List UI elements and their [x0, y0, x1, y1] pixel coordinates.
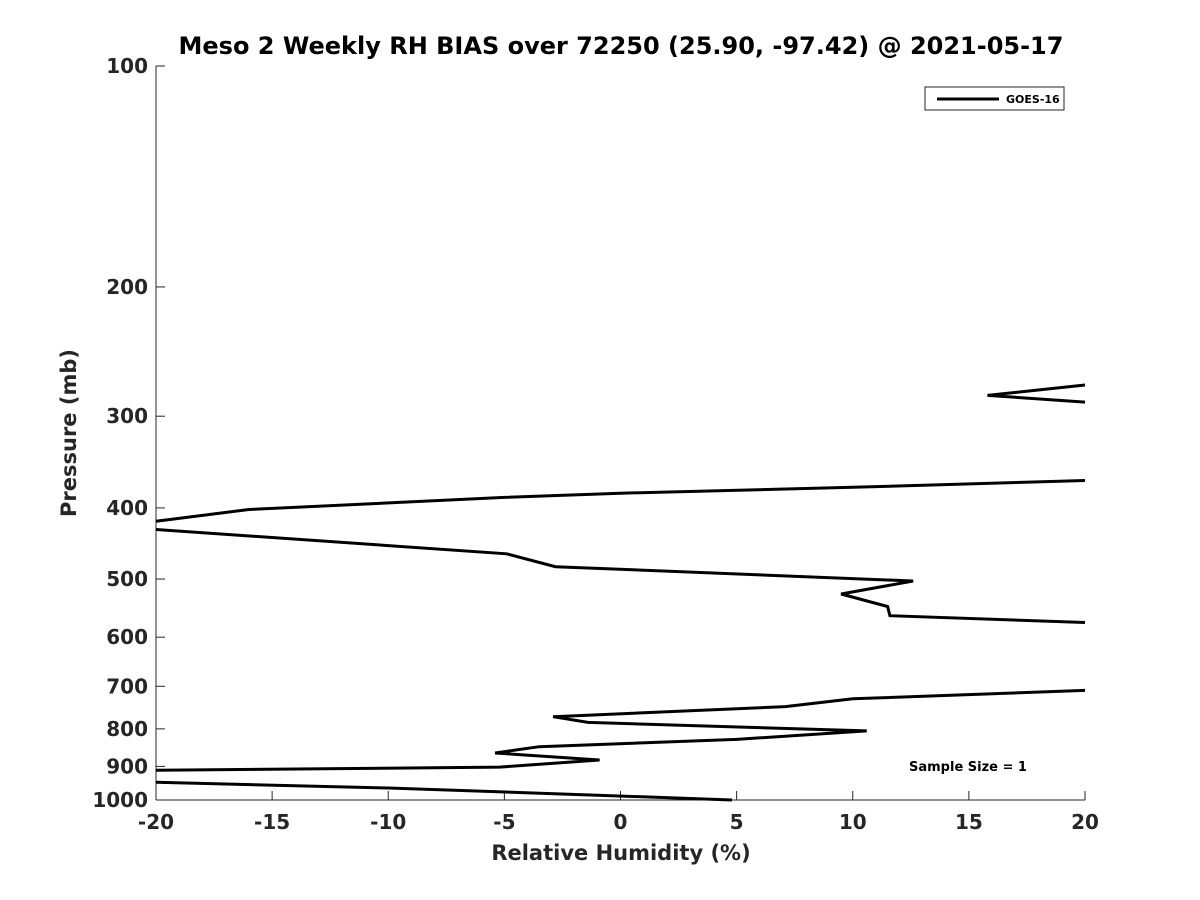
plot-area: -20 -15 -10 -5 0 5 10 15 20 100 200 300 400 500 600 70…	[92, 54, 1099, 834]
x-tick-label: 0	[614, 810, 628, 834]
legend: GOES-16	[924, 86, 1065, 111]
x-tick-label: -15	[254, 810, 290, 834]
x-ticks: -20 -15 -10 -5 0 5 10 15 20	[138, 791, 1099, 834]
x-axis-label: Relative Humidity (%)	[491, 841, 750, 865]
x-tick-label: 10	[839, 810, 867, 834]
series-layer	[155, 383, 1086, 802]
legend-entry-goes-16: GOES-16	[1006, 93, 1060, 106]
x-tick-label: 20	[1071, 810, 1099, 834]
y-axis-label: Pressure (mb)	[57, 349, 81, 517]
y-tick-label: 600	[106, 625, 148, 649]
y-tick-label: 200	[106, 275, 148, 299]
chart-title: Meso 2 Weekly RH BIAS over 72250 (25.90,…	[179, 32, 1064, 60]
y-tick-label: 100	[106, 54, 148, 78]
x-tick-label: -20	[138, 810, 174, 834]
sample-size-annotation: Sample Size = 1	[909, 760, 1027, 775]
y-tick-label: 1000	[92, 788, 148, 812]
x-tick-label: 15	[955, 810, 983, 834]
y-ticks: 100 200 300 400 500 600 700 800 900 1000	[92, 54, 165, 812]
y-tick-label: 800	[106, 717, 148, 741]
x-tick-label: -5	[493, 810, 515, 834]
y-tick-label: 900	[106, 754, 148, 778]
series-line-goes-16	[155, 383, 1086, 802]
y-tick-label: 400	[106, 496, 148, 520]
x-tick-label: -10	[370, 810, 406, 834]
y-tick-label: 500	[106, 567, 148, 591]
y-tick-label: 300	[106, 404, 148, 428]
y-tick-label: 700	[106, 674, 148, 698]
x-tick-label: 5	[730, 810, 744, 834]
